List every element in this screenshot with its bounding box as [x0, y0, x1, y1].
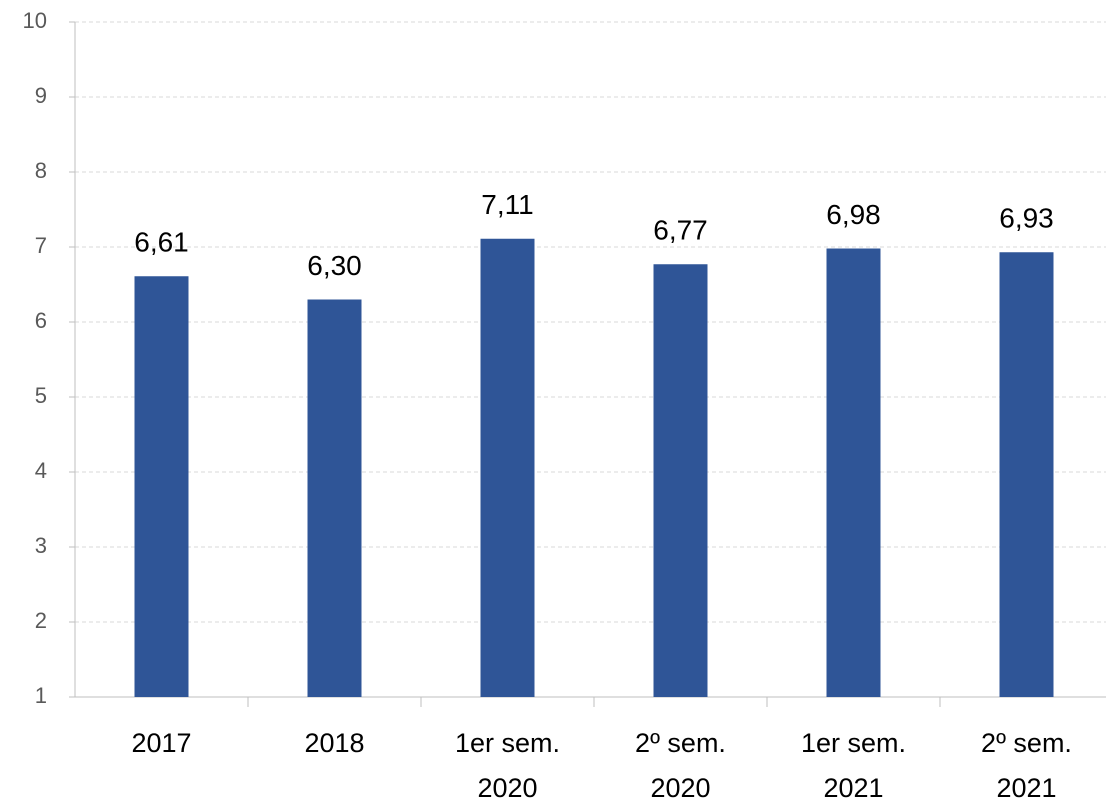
y-tick-label: 3	[35, 533, 47, 558]
bar	[307, 299, 362, 697]
bar	[999, 252, 1054, 697]
y-tick-label: 6	[35, 308, 47, 333]
x-tick-label: 2018	[304, 728, 364, 758]
y-tick-label: 9	[35, 83, 47, 108]
y-tick-label: 7	[35, 233, 47, 258]
y-tick-label: 5	[35, 383, 47, 408]
x-tick-label: 1er sem. 2021	[801, 728, 906, 803]
y-tick-label: 8	[35, 158, 47, 183]
value-label: 6,61	[134, 227, 189, 258]
y-tick-label: 10	[23, 8, 47, 33]
bar	[653, 264, 708, 697]
bar	[480, 238, 535, 697]
bar	[826, 248, 881, 697]
value-label: 7,11	[481, 189, 533, 220]
value-label: 6,93	[999, 203, 1054, 234]
x-tick-label: 2017	[131, 728, 191, 758]
bar	[134, 276, 189, 697]
value-label: 6,77	[653, 215, 708, 246]
x-tick-label: 2º sem. 2021	[981, 728, 1072, 803]
value-label: 6,98	[826, 199, 881, 230]
y-tick-label: 4	[35, 458, 47, 483]
y-tick-label: 2	[35, 608, 47, 633]
x-tick-label: 2º sem. 2020	[635, 728, 726, 803]
x-tick-label: 1er sem. 2020	[455, 728, 560, 803]
value-label: 6,30	[307, 250, 362, 281]
y-tick-label: 1	[35, 683, 47, 708]
